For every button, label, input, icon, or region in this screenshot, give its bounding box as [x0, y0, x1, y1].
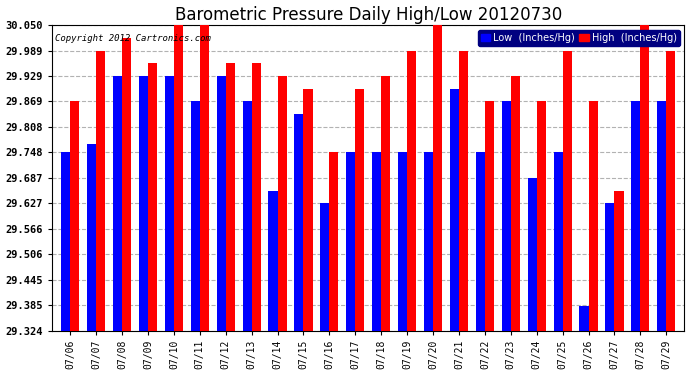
- Bar: [277, 76, 286, 331]
- Bar: [148, 63, 157, 331]
- Bar: [640, 25, 649, 331]
- Bar: [174, 25, 183, 331]
- Bar: [407, 51, 416, 331]
- Bar: [615, 191, 624, 331]
- Bar: [96, 51, 105, 331]
- Bar: [459, 51, 468, 331]
- Bar: [320, 203, 329, 331]
- Bar: [433, 25, 442, 331]
- Bar: [605, 203, 615, 331]
- Bar: [304, 89, 313, 331]
- Bar: [190, 101, 200, 331]
- Bar: [631, 101, 640, 331]
- Bar: [139, 76, 148, 331]
- Bar: [295, 114, 304, 331]
- Bar: [398, 152, 407, 331]
- Text: Copyright 2012 Cartronics.com: Copyright 2012 Cartronics.com: [55, 34, 211, 43]
- Bar: [165, 76, 174, 331]
- Bar: [562, 51, 572, 331]
- Bar: [476, 152, 485, 331]
- Bar: [217, 76, 226, 331]
- Bar: [502, 101, 511, 331]
- Bar: [667, 51, 676, 331]
- Title: Barometric Pressure Daily High/Low 20120730: Barometric Pressure Daily High/Low 20120…: [175, 6, 562, 24]
- Bar: [200, 25, 209, 331]
- Bar: [252, 63, 261, 331]
- Bar: [537, 101, 546, 331]
- Bar: [355, 89, 364, 331]
- Bar: [424, 152, 433, 331]
- Legend: Low  (Inches/Hg), High  (Inches/Hg): Low (Inches/Hg), High (Inches/Hg): [478, 30, 680, 46]
- Bar: [589, 101, 598, 331]
- Bar: [61, 152, 70, 331]
- Bar: [87, 144, 96, 331]
- Bar: [346, 152, 355, 331]
- Bar: [329, 152, 339, 331]
- Bar: [450, 89, 459, 331]
- Bar: [268, 191, 277, 331]
- Bar: [113, 76, 122, 331]
- Bar: [70, 101, 79, 331]
- Bar: [580, 306, 589, 331]
- Bar: [381, 76, 391, 331]
- Bar: [528, 178, 537, 331]
- Bar: [553, 152, 562, 331]
- Bar: [485, 101, 494, 331]
- Bar: [122, 38, 131, 331]
- Bar: [243, 101, 252, 331]
- Bar: [511, 76, 520, 331]
- Bar: [658, 101, 667, 331]
- Bar: [372, 152, 381, 331]
- Bar: [226, 63, 235, 331]
